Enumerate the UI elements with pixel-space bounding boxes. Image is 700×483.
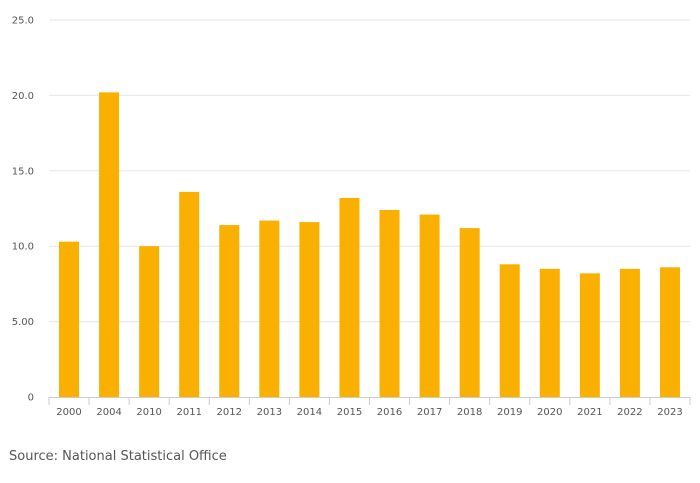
x-tick-label: 2013	[257, 407, 282, 418]
x-tick-label: 2012	[217, 407, 242, 418]
bar-2017	[419, 214, 440, 397]
bar-2014	[299, 222, 320, 397]
x-tick-label: 2020	[537, 407, 562, 418]
y-tick-label: 15.0	[12, 166, 34, 177]
x-tick-label: 2004	[96, 407, 121, 418]
bar-2015	[339, 197, 360, 397]
bar-2010	[139, 246, 160, 397]
y-tick-label: 5.00	[12, 317, 34, 328]
bar-2004	[99, 92, 120, 397]
x-tick-label: 2010	[136, 407, 161, 418]
bar-2011	[179, 191, 200, 397]
x-tick-label: 2014	[297, 407, 322, 418]
x-tick-label: 2011	[176, 407, 201, 418]
x-tick-label: 2023	[657, 407, 682, 418]
y-tick-label: 10.0	[12, 242, 34, 253]
bar-2013	[259, 220, 280, 397]
bar-2019	[499, 264, 520, 397]
x-tick-label: 2019	[497, 407, 522, 418]
bar-2020	[539, 268, 560, 397]
x-axis: 2000 2004 2010 2011 2012 2013 2014 2015 2016 2017…	[48, 397, 691, 418]
bar-2000	[59, 241, 80, 397]
x-tick-label: 2017	[417, 407, 442, 418]
y-tick-label: 25.0	[12, 16, 34, 27]
bars	[59, 92, 680, 397]
bar-2021	[579, 273, 600, 397]
bar-2022	[619, 268, 640, 397]
source-note: Source: National Statistical Office	[9, 449, 227, 464]
bar-2012	[219, 225, 240, 397]
x-tick-label: 2000	[56, 407, 81, 418]
y-tick-label: 20.0	[12, 91, 34, 102]
x-tick-label: 2022	[617, 407, 642, 418]
x-tick-label: 2015	[337, 407, 362, 418]
x-tick-label: 2021	[577, 407, 602, 418]
bar-2023	[659, 267, 680, 397]
bar-2016	[379, 210, 400, 397]
y-axis-tick-labels: 0 5.00 10.0 15.0 20.0 25.0	[12, 16, 34, 404]
bar-2018	[459, 228, 480, 397]
x-tick-label: 2016	[377, 407, 402, 418]
x-tick-label: 2018	[457, 407, 482, 418]
y-tick-label: 0	[28, 393, 34, 404]
